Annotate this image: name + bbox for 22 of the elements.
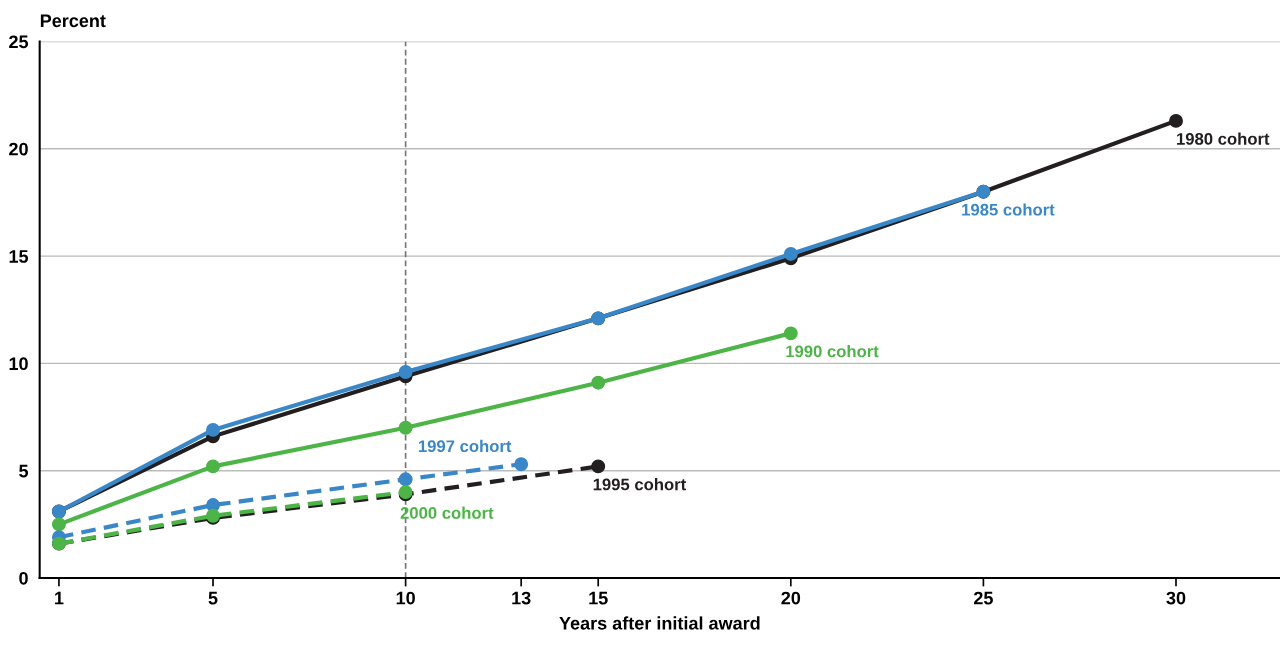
x-tick-label: 30 [1166, 591, 1186, 605]
x-tick-label: 10 [396, 591, 415, 605]
series-label: 2000 cohort [400, 506, 494, 519]
y-tick-label: 20 [9, 142, 28, 156]
y-tick-label: 0 [19, 571, 28, 585]
x-tick-label: 13 [512, 591, 531, 605]
x-tick-label: 5 [208, 591, 218, 605]
y-tick-label: 10 [9, 357, 28, 371]
y-tick-label: 15 [9, 250, 29, 263]
series-label: 1985 cohort [962, 203, 1055, 216]
series-label: 1980 cohort [1177, 132, 1270, 145]
series-label: 1995 cohort [593, 478, 686, 491]
x-tick-label: 15 [589, 591, 608, 605]
y-tick-label: 25 [9, 35, 29, 49]
x-axis-title: Years after initial award [559, 616, 760, 630]
series-label: 1990 cohort [786, 345, 879, 358]
x-tick-label: 25 [973, 591, 993, 605]
series-label: 1997 cohort [418, 439, 512, 453]
y-axis-title: Percent [40, 14, 106, 28]
x-tick-label: 20 [781, 591, 801, 605]
x-tick-label: 1 [55, 591, 64, 605]
y-tick-label: 5 [19, 464, 29, 478]
